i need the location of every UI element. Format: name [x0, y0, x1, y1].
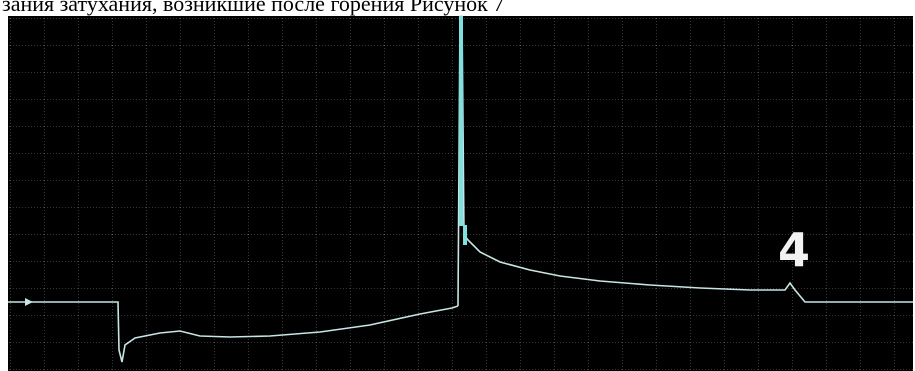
page: зания затухания, возникшие после горения…: [0, 0, 915, 371]
spike: [459, 16, 463, 226]
figure-label: 4: [778, 223, 810, 277]
spike-tail: [463, 225, 467, 245]
oscillogram: 4: [0, 0, 915, 371]
